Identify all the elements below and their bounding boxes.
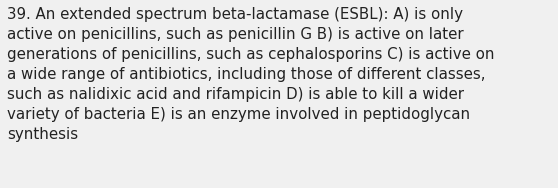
Text: 39. An extended spectrum beta-lactamase (ESBL): A) is only
active on penicillins: 39. An extended spectrum beta-lactamase … <box>7 7 494 142</box>
